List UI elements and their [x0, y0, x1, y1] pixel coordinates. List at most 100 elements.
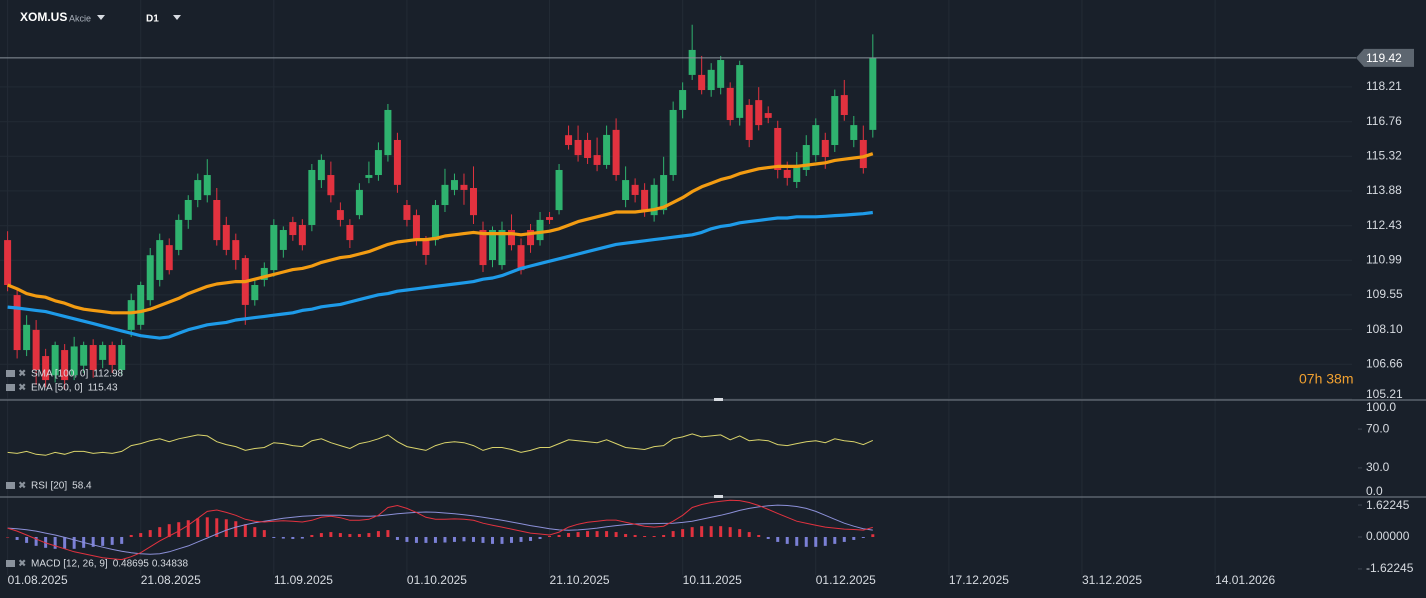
legend-value: 112.98: [93, 369, 123, 380]
candle-body: [13, 295, 21, 351]
candle-body: [336, 210, 344, 220]
marks: [0, 24, 1356, 561]
pane-resize-handle[interactable]: [714, 398, 723, 401]
macd-histogram-bar: [262, 530, 266, 537]
macd-histogram-bar: [690, 527, 694, 537]
macd-histogram-bar: [6, 536, 10, 538]
candle-body: [279, 230, 287, 250]
indicator-line: [7, 210, 874, 340]
macd-histogram-bar: [833, 536, 837, 544]
y-tick-label: 113.88: [1366, 183, 1402, 197]
candle-body: [840, 95, 848, 116]
macd-histogram-bar: [719, 526, 723, 537]
candle-body: [850, 125, 858, 140]
candle-body: [260, 267, 268, 280]
candle-body: [622, 180, 630, 200]
grid: [0, 0, 1362, 575]
candle-body: [517, 245, 525, 271]
candle-body: [717, 60, 725, 88]
candle-body: [412, 215, 420, 241]
legend-close[interactable]: ✖: [18, 481, 26, 492]
candle-body: [479, 230, 487, 266]
labels: 01.08.2025 21.08.2025 11.09.2025 01.10.2025…: [6, 48, 1414, 587]
macd-histogram-bar: [177, 522, 181, 537]
macd-histogram-bar: [510, 536, 514, 543]
candle-body: [232, 240, 240, 261]
candle-body: [631, 184, 639, 195]
macd-histogram-bar: [148, 530, 152, 537]
candle-body: [783, 169, 791, 178]
candle-body: [61, 350, 69, 381]
macd-histogram-bar: [329, 532, 333, 537]
macd-histogram-bar: [548, 536, 552, 537]
macd-histogram-bar: [785, 536, 789, 544]
macd-histogram-bar: [814, 536, 818, 547]
y-tick-label: 118.21: [1366, 79, 1402, 93]
legend-icon[interactable]: [6, 560, 15, 567]
macd-histogram-bar: [861, 536, 865, 538]
candle-body: [859, 139, 867, 169]
macd-histogram-bar: [110, 536, 114, 545]
macd-histogram-bar: [605, 531, 609, 537]
candle-body: [251, 284, 259, 301]
candle-body: [641, 189, 649, 211]
y-tick-label: 110.99: [1366, 252, 1402, 266]
y-tick-label: 0.00000: [1366, 529, 1410, 543]
pane-resize-handle[interactable]: [714, 495, 723, 498]
macd-histogram-bar: [319, 533, 323, 537]
macd-histogram-bar: [196, 518, 200, 537]
symbol-dropdown[interactable]: [97, 15, 105, 20]
macd-histogram-bar: [529, 536, 533, 541]
candle-body: [89, 345, 97, 370]
legend-value: 58.4: [72, 481, 92, 492]
candle-body: [565, 135, 573, 146]
legend-close[interactable]: ✖: [18, 383, 26, 394]
legend-icon[interactable]: [6, 370, 15, 377]
candle-body: [660, 175, 668, 211]
macd-histogram-bar: [662, 535, 666, 537]
macd-histogram-bar: [576, 532, 580, 537]
macd-histogram-bar: [443, 536, 447, 543]
macd-histogram-bar: [681, 529, 685, 537]
macd-histogram-bar: [34, 536, 38, 546]
candle-body: [774, 127, 782, 170]
candle-body: [574, 139, 582, 156]
candle-body: [527, 230, 535, 246]
symbol[interactable]: XOM.US: [20, 10, 67, 24]
macd-histogram-bar: [167, 524, 171, 537]
x-tick-label: 01.10.2025: [407, 573, 467, 587]
candle-body: [422, 240, 430, 255]
timeframe[interactable]: D1: [146, 14, 159, 25]
candle-body: [346, 224, 354, 241]
macd-histogram-bar: [633, 535, 637, 537]
candle-body: [308, 169, 316, 225]
macd-histogram-bar: [129, 535, 133, 537]
legend-value: 0.48695: [113, 559, 150, 570]
y-tick-label: 0.0: [1366, 484, 1383, 498]
indicator-line: [7, 152, 874, 315]
macd-histogram-bar: [586, 531, 590, 537]
macd-histogram-bar: [91, 536, 95, 547]
macd-histogram-bar: [776, 536, 780, 542]
x-tick-label: 21.10.2025: [550, 573, 610, 587]
candle-body: [669, 109, 677, 176]
candle-body: [80, 345, 88, 366]
asset-class: Akcie: [69, 13, 91, 23]
legend-close[interactable]: ✖: [18, 559, 26, 570]
macd-histogram-bar: [414, 536, 418, 543]
timeframe-dropdown[interactable]: [173, 15, 181, 20]
legend-close[interactable]: ✖: [18, 369, 26, 380]
candle-body: [355, 189, 363, 216]
macd-histogram-bar: [310, 535, 314, 537]
macd-histogram-bar: [224, 519, 228, 537]
macd-histogram-bar: [395, 536, 399, 540]
legend-icon[interactable]: [6, 384, 15, 391]
candle-body: [175, 219, 183, 250]
legend-icon[interactable]: [6, 482, 15, 489]
macd-histogram-bar: [120, 536, 124, 544]
macd-histogram-bar: [405, 536, 409, 542]
candle-body: [4, 240, 12, 285]
